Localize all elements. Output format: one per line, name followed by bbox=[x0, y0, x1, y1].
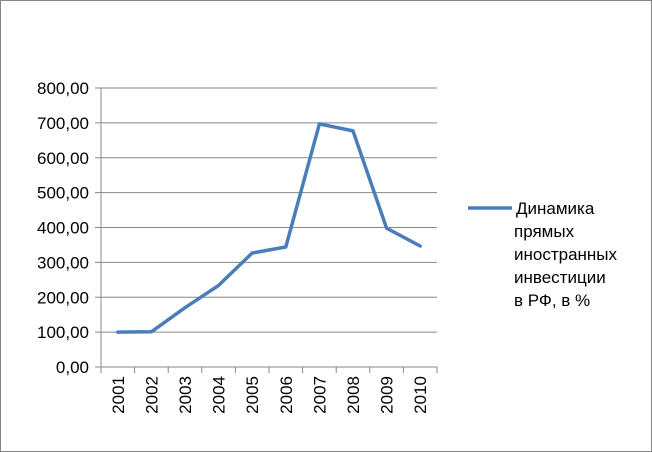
y-tick-label: 400,00 bbox=[37, 219, 89, 238]
y-axis-tick-labels: 0,00 100,00 200,00 300,00 400,00 500,00 600,00… bbox=[37, 79, 89, 377]
x-tick-label: 2001 bbox=[109, 376, 128, 414]
series-lines bbox=[116, 122, 422, 334]
axes bbox=[100, 88, 438, 373]
x-tick-label: 2004 bbox=[210, 376, 229, 414]
x-axis-tick-labels: 2001 2002 2003 2004 2005 2006 2007 2008 2009 2010 bbox=[109, 376, 430, 414]
x-tick-label: 2006 bbox=[277, 376, 296, 414]
x-tick-label: 2007 bbox=[310, 376, 329, 414]
x-tick-label: 2002 bbox=[142, 376, 161, 414]
x-tick-label: 2003 bbox=[176, 376, 195, 414]
y-tick-label: 600,00 bbox=[37, 149, 89, 168]
legend-label: прямых bbox=[514, 222, 575, 241]
y-tick-label: 700,00 bbox=[37, 114, 89, 133]
legend: Динамика прямых иностранных инвестиции в РФ,… bbox=[468, 199, 618, 310]
y-tick-label: 500,00 bbox=[37, 184, 89, 203]
legend-label: Динамика bbox=[516, 199, 595, 218]
y-tick-label: 200,00 bbox=[37, 288, 89, 307]
y-tick-label: 100,00 bbox=[37, 323, 89, 342]
x-tick-label: 2005 bbox=[243, 376, 262, 414]
legend-label: инвестиции bbox=[514, 268, 606, 287]
y-tick-label: 0,00 bbox=[56, 358, 89, 377]
x-tick-label: 2008 bbox=[344, 376, 363, 414]
x-tick-label: 2009 bbox=[378, 376, 397, 414]
series-line bbox=[116, 122, 422, 334]
x-tick-label: 2010 bbox=[411, 376, 430, 414]
legend-label: иностранных bbox=[514, 245, 618, 264]
y-tick-label: 300,00 bbox=[37, 253, 89, 272]
gridlines bbox=[95, 87, 437, 368]
legend-label: в РФ, в % bbox=[514, 291, 590, 310]
y-tick-label: 800,00 bbox=[37, 79, 89, 98]
